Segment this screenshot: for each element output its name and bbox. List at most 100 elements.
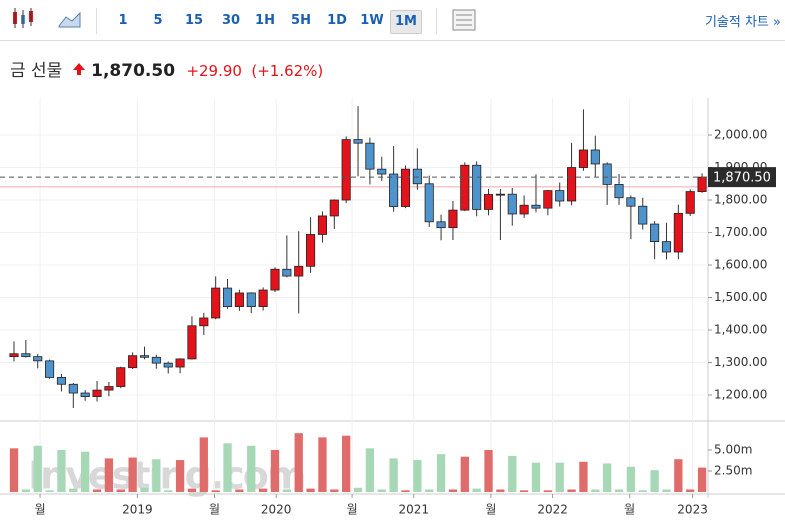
volume-bar — [81, 451, 90, 492]
x-tick-label: 월 — [624, 503, 635, 517]
interval-button[interactable]: 5H — [291, 13, 311, 28]
candle-body — [175, 358, 185, 368]
candle-body — [80, 392, 90, 398]
volume-bar — [460, 456, 469, 492]
candle-body — [578, 149, 588, 168]
candle-body — [187, 325, 197, 360]
interval-button[interactable]: 1 — [118, 13, 128, 28]
volume-bar — [175, 460, 185, 492]
up-arrow — [72, 63, 85, 75]
candle-body — [222, 287, 233, 308]
candle-body — [495, 193, 505, 196]
volume-bar — [199, 437, 208, 492]
change: +29.90 — [186, 62, 242, 80]
technical-chart-link[interactable]: 기술적 차트 » — [704, 15, 781, 30]
volume-tick-label: 5.00m — [714, 442, 752, 456]
candle-body — [45, 360, 55, 378]
toolbar: 1 5 15 30 1H 5H 1D 1W 1M 기술적 차트 » — [0, 0, 785, 41]
x-tick-label: 월 — [347, 503, 358, 517]
volume-bar — [33, 445, 42, 492]
volume-bar — [57, 449, 66, 492]
candle-body — [685, 191, 695, 214]
volume-bar — [247, 445, 256, 492]
y-tick-label: 1,700.00 — [714, 225, 767, 239]
volume-bar — [365, 448, 375, 492]
volume-bar — [282, 489, 292, 492]
volume-bar — [496, 489, 505, 492]
candle-body — [163, 362, 173, 368]
interval-button[interactable]: 30 — [221, 13, 241, 28]
candle-body — [258, 289, 268, 308]
candle-body — [246, 292, 256, 308]
interval-button[interactable]: 1M — [390, 10, 422, 34]
candle-body — [567, 167, 577, 202]
volume-bar — [543, 490, 552, 492]
x-tick-label: 2019 — [122, 503, 153, 517]
volume-bar — [164, 490, 173, 492]
candle-body — [602, 163, 612, 185]
candle-body — [306, 234, 316, 267]
candle-body — [9, 353, 19, 358]
volume-bar — [187, 488, 197, 492]
candle-body — [424, 183, 434, 223]
volume-bar — [9, 448, 19, 492]
volume-bar — [686, 489, 695, 492]
interval-button[interactable]: 15 — [184, 13, 204, 28]
candle-body — [329, 199, 339, 217]
volume-bar — [519, 490, 529, 492]
volume-bar — [662, 489, 671, 492]
volume-bar — [697, 467, 707, 492]
interval-button[interactable]: 5 — [153, 13, 163, 28]
candle-body — [294, 265, 304, 277]
candle-body — [507, 193, 517, 215]
x-tick-label: 2022 — [537, 503, 568, 517]
y-tick-label: 1,400.00 — [714, 322, 767, 336]
candle-body — [590, 149, 600, 165]
volume-bar — [235, 489, 244, 492]
candle-body — [697, 176, 707, 192]
candle-body — [282, 268, 292, 277]
x-tick-label: 월 — [485, 503, 496, 517]
candle-body — [92, 389, 102, 398]
interval-button[interactable]: 1D — [327, 13, 347, 28]
volume-bar — [472, 488, 481, 492]
y-tick-label: 1,500.00 — [714, 290, 767, 304]
volume-bar — [128, 457, 137, 492]
y-tick-label: 1,300.00 — [714, 355, 767, 369]
volume-bar — [531, 462, 541, 492]
volume-bar — [555, 462, 564, 492]
volume-bar — [484, 449, 493, 492]
interval-button[interactable]: 1H — [255, 13, 275, 28]
volume-bar — [650, 470, 659, 492]
candle-body — [412, 168, 422, 185]
candle-body — [341, 139, 351, 201]
x-tick-label: 2020 — [261, 503, 292, 517]
interval-button[interactable]: 1W — [360, 13, 384, 28]
candle-body — [638, 205, 648, 225]
volume-bar — [448, 489, 458, 492]
volume-bar — [389, 458, 398, 492]
indicator-icon[interactable] — [450, 0, 480, 40]
candle-body — [151, 356, 161, 364]
candle-body — [68, 383, 78, 394]
volume-bar — [258, 488, 268, 492]
price: 1,870.50 — [91, 61, 176, 81]
candle-body — [21, 353, 31, 358]
candle-body — [377, 168, 387, 175]
volume-bar — [92, 489, 102, 492]
candle-body — [128, 355, 138, 369]
volume-bar — [211, 490, 220, 492]
candle-body — [33, 356, 43, 362]
y-tick-label: 1,900.00 — [714, 160, 767, 174]
quote-header: 금 선물 1,870.50 +29.90 (+1.62%) — [10, 56, 323, 81]
volume-bar — [626, 466, 636, 492]
last-price-label: 1,870.50 — [713, 171, 771, 186]
instrument-name: 금 선물 — [10, 61, 63, 81]
candle-body — [543, 190, 553, 209]
candle-body — [400, 168, 411, 207]
volume-bar — [638, 490, 647, 492]
candle-icon[interactable] — [4, 0, 44, 40]
volume-bar — [270, 449, 280, 492]
area-icon[interactable] — [56, 0, 86, 40]
